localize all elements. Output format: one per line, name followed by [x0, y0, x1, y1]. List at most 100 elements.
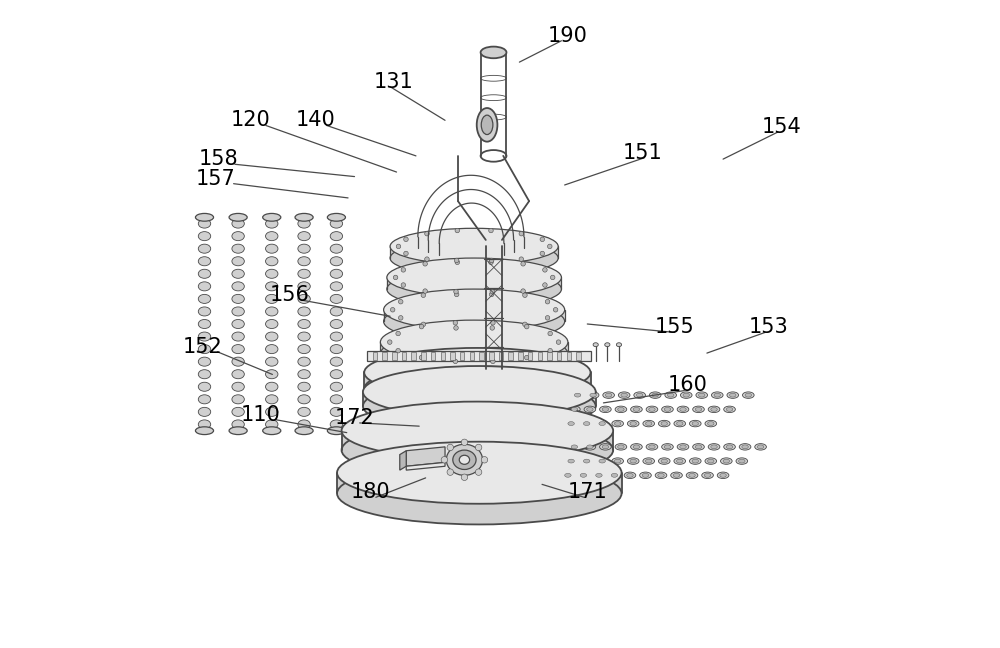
Polygon shape [380, 342, 568, 376]
Bar [382, 353, 387, 360]
Ellipse shape [384, 289, 565, 330]
Circle shape [521, 262, 525, 266]
Circle shape [524, 355, 529, 360]
Circle shape [396, 331, 400, 336]
Circle shape [489, 228, 493, 233]
Ellipse shape [649, 392, 661, 399]
Ellipse shape [572, 392, 583, 399]
Ellipse shape [612, 458, 624, 465]
Ellipse shape [232, 408, 244, 417]
Circle shape [545, 316, 550, 320]
Ellipse shape [643, 458, 655, 465]
Ellipse shape [704, 474, 711, 477]
Ellipse shape [634, 392, 645, 399]
Circle shape [387, 340, 392, 344]
Ellipse shape [446, 445, 483, 475]
Circle shape [461, 474, 468, 480]
Ellipse shape [330, 257, 343, 266]
Circle shape [550, 275, 555, 280]
Ellipse shape [643, 421, 655, 427]
Ellipse shape [363, 366, 596, 418]
Circle shape [454, 290, 458, 294]
Text: 120: 120 [231, 110, 271, 130]
Ellipse shape [727, 392, 739, 399]
Circle shape [447, 469, 453, 476]
Ellipse shape [232, 307, 244, 316]
Ellipse shape [330, 345, 343, 354]
Ellipse shape [600, 406, 611, 413]
Ellipse shape [739, 459, 745, 463]
Ellipse shape [671, 472, 682, 478]
Ellipse shape [618, 408, 624, 411]
Ellipse shape [568, 459, 574, 463]
Ellipse shape [263, 213, 281, 221]
Circle shape [489, 292, 494, 297]
Ellipse shape [198, 319, 211, 329]
Text: 157: 157 [196, 168, 235, 189]
Ellipse shape [330, 244, 343, 253]
Ellipse shape [364, 364, 591, 413]
Ellipse shape [327, 213, 345, 221]
Ellipse shape [364, 348, 591, 397]
Ellipse shape [631, 444, 642, 450]
Ellipse shape [645, 422, 652, 426]
Circle shape [455, 260, 460, 264]
Ellipse shape [708, 444, 720, 450]
Circle shape [390, 308, 395, 312]
Circle shape [396, 244, 401, 249]
Circle shape [419, 355, 424, 360]
Ellipse shape [568, 422, 574, 426]
Ellipse shape [232, 420, 244, 429]
Ellipse shape [298, 382, 310, 391]
Ellipse shape [614, 459, 621, 463]
Circle shape [401, 283, 406, 287]
Ellipse shape [730, 393, 736, 397]
Circle shape [543, 268, 547, 272]
Ellipse shape [587, 392, 599, 399]
Circle shape [545, 299, 550, 304]
Ellipse shape [562, 472, 574, 478]
Ellipse shape [705, 458, 717, 465]
Ellipse shape [689, 458, 701, 465]
Text: 131: 131 [373, 71, 413, 91]
Ellipse shape [330, 231, 343, 240]
Text: 180: 180 [351, 482, 390, 502]
Ellipse shape [581, 458, 592, 465]
Ellipse shape [630, 459, 636, 463]
Circle shape [481, 457, 488, 463]
Ellipse shape [696, 392, 708, 399]
Bar [489, 353, 494, 360]
Ellipse shape [693, 406, 704, 413]
Text: 160: 160 [668, 375, 707, 395]
Ellipse shape [745, 393, 752, 397]
Bar [547, 353, 552, 360]
Ellipse shape [330, 408, 343, 417]
Ellipse shape [330, 319, 343, 329]
Circle shape [425, 257, 429, 261]
Ellipse shape [266, 219, 278, 228]
Ellipse shape [232, 370, 244, 378]
Ellipse shape [581, 421, 592, 427]
Circle shape [475, 469, 482, 476]
Ellipse shape [757, 445, 764, 449]
Ellipse shape [298, 270, 310, 278]
Bar [450, 353, 455, 360]
Ellipse shape [705, 421, 717, 427]
Ellipse shape [633, 408, 640, 411]
Ellipse shape [584, 444, 596, 450]
Ellipse shape [266, 257, 278, 266]
Ellipse shape [330, 370, 343, 378]
Ellipse shape [636, 393, 643, 397]
Circle shape [540, 237, 545, 242]
Ellipse shape [711, 445, 717, 449]
Ellipse shape [232, 231, 244, 240]
Circle shape [396, 349, 400, 353]
Circle shape [447, 445, 453, 450]
Ellipse shape [667, 393, 674, 397]
Ellipse shape [658, 474, 664, 477]
Ellipse shape [198, 244, 211, 253]
Bar [567, 353, 571, 360]
Ellipse shape [574, 393, 581, 397]
Circle shape [454, 292, 459, 297]
Ellipse shape [565, 458, 577, 465]
